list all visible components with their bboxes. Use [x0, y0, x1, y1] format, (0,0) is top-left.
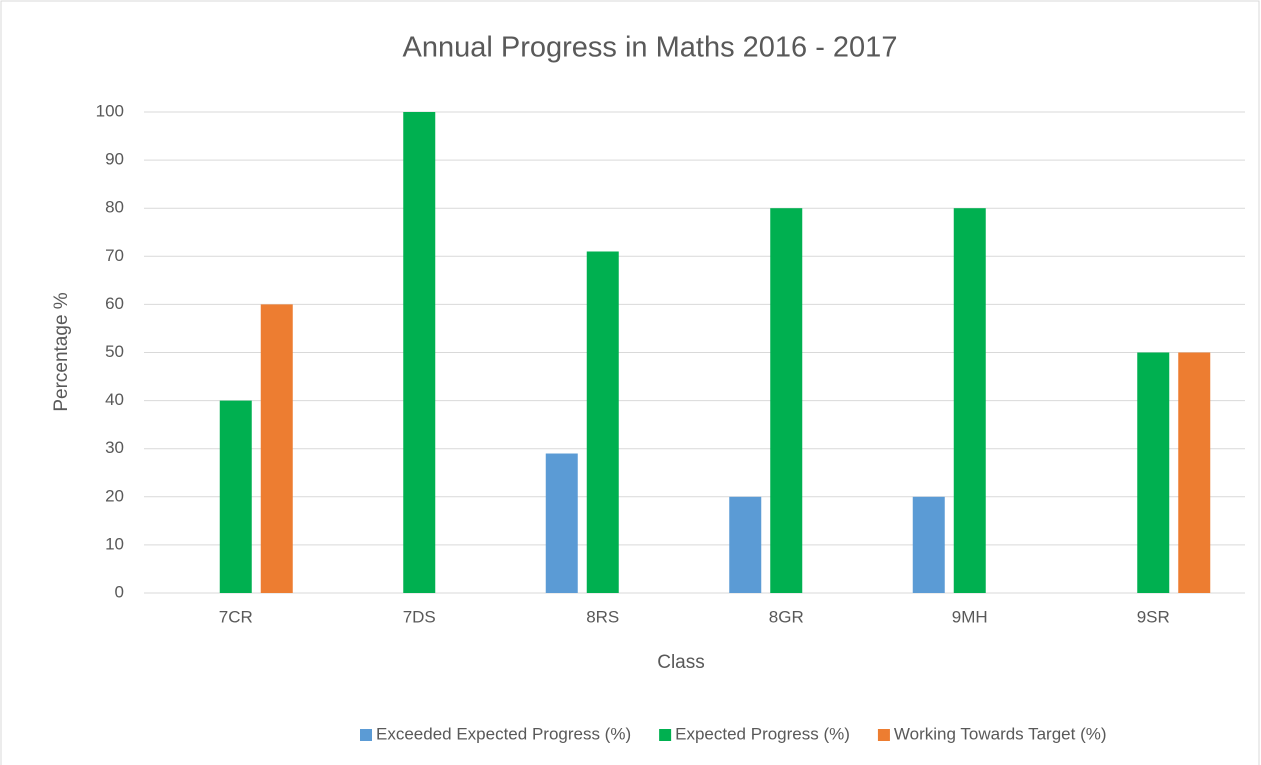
legend-swatch: [877, 729, 890, 741]
bar: [770, 208, 803, 593]
bar: [403, 112, 436, 593]
y-axis-title: Percentage %: [51, 292, 72, 411]
bar: [912, 496, 945, 593]
y-tick-label: 80: [105, 198, 124, 217]
bar: [953, 208, 986, 593]
x-tick-label: 7CR: [219, 607, 253, 626]
y-tick-label: 100: [96, 101, 124, 120]
y-tick-label: 30: [105, 438, 124, 457]
bar: [545, 453, 578, 593]
legend-swatch: [659, 729, 672, 741]
legend-label: Expected Progress (%): [675, 724, 850, 743]
y-tick-label: 10: [105, 534, 124, 553]
y-tick-label: 90: [105, 150, 124, 169]
y-tick-label: 50: [105, 342, 124, 361]
x-axis-title: Class: [657, 652, 705, 673]
legend-label: Working Towards Target (%): [894, 724, 1107, 743]
y-tick-label: 20: [105, 486, 124, 505]
y-tick-label: 0: [115, 582, 124, 601]
y-tick-label: 40: [105, 390, 124, 409]
bar: [729, 496, 762, 593]
bar: [1137, 352, 1170, 593]
x-tick-label: 8RS: [586, 607, 619, 626]
bar: [586, 251, 619, 594]
x-tick-label: 7DS: [403, 607, 436, 626]
legend-label: Exceeded Expected Progress (%): [376, 724, 631, 743]
x-tick-label: 9MH: [952, 607, 988, 626]
y-tick-label: 70: [105, 246, 124, 265]
chart-title: Annual Progress in Maths 2016 - 2017: [403, 32, 898, 64]
x-tick-label: 8GR: [769, 607, 804, 626]
bar: [219, 400, 252, 593]
bar: [1178, 352, 1211, 593]
legend-swatch: [360, 729, 372, 741]
x-tick-label: 9SR: [1137, 607, 1170, 626]
y-tick-label: 60: [105, 294, 124, 313]
bar: [260, 304, 293, 593]
